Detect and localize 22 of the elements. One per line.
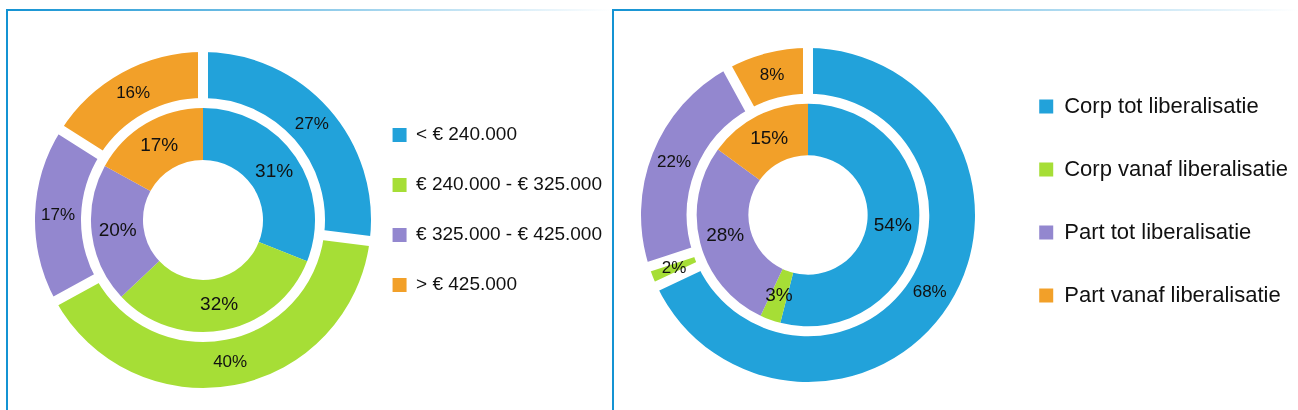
legend-label: Part vanaf liberalisatie <box>1064 281 1281 307</box>
data-label: 27% <box>294 113 329 133</box>
legend-label: Corp tot liberalisatie <box>1064 92 1259 118</box>
legend-label: € 325.000 - € 425.000 <box>416 223 602 245</box>
data-label: 20% <box>98 219 137 241</box>
data-label: 31% <box>255 159 294 181</box>
legend-label: Part tot liberalisatie <box>1064 218 1252 244</box>
data-label: 17% <box>140 134 179 156</box>
data-label: 32% <box>200 292 239 314</box>
data-label: 54% <box>873 213 912 235</box>
data-label: 17% <box>41 205 76 225</box>
data-label: 28% <box>706 224 745 246</box>
data-label: 15% <box>750 127 789 149</box>
legend-label: > € 425.000 <box>416 273 517 295</box>
data-label: 16% <box>116 82 151 102</box>
legend-label: Corp vanaf liberalisatie <box>1064 155 1288 181</box>
data-label: 40% <box>213 352 248 372</box>
legend-label: € 240.000 - € 325.000 <box>416 173 602 195</box>
data-label: 8% <box>759 65 785 85</box>
legend-label: < € 240.000 <box>416 123 517 145</box>
data-label: 22% <box>656 151 691 171</box>
data-label: 68% <box>912 281 947 301</box>
